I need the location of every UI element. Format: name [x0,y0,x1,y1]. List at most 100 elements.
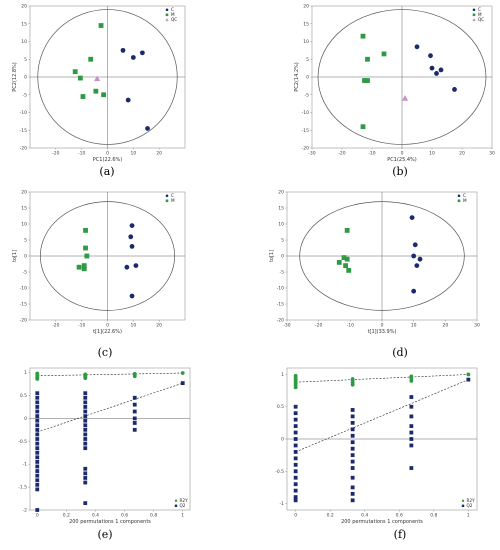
x-tick-label: 0 [294,513,297,519]
x-tick-label: 20 [459,151,465,157]
x-tick-label: 0 [381,323,384,329]
data-point [88,56,94,62]
legend-marker [165,18,169,22]
x-tick-label: 0 [106,323,109,329]
data-point [120,47,126,53]
data-point [409,404,414,409]
data-point [132,427,137,432]
data-point [350,408,355,412]
confidence-ellipse [39,201,176,311]
data-point [365,56,370,62]
y-tick-label: 0.5 [20,393,27,399]
x-tick-label: -20 [338,151,345,157]
data-point [350,446,355,451]
data-point [35,418,40,423]
legend-label: C [171,193,174,198]
y-tick-label: -2 [23,508,28,514]
data-point [350,420,355,425]
data-point [412,242,418,248]
x-axis-label: PC1(25.4%) [387,157,417,163]
y-tick-label: -20 [20,318,27,324]
x-tick-label: 0.2 [327,513,334,519]
y-tick-label: 20 [21,190,27,196]
q2-trend-line [295,379,469,453]
data-point [350,427,355,432]
data-point [293,437,298,441]
y-tick-label: 15 [303,21,309,27]
data-point [35,395,40,400]
data-point [83,414,88,418]
data-point [35,478,40,483]
data-point [35,508,40,512]
data-point [350,453,355,458]
x-tick-label: 0.4 [361,513,368,519]
data-point [409,437,414,441]
data-point [129,223,135,229]
data-point [77,75,83,81]
data-point [98,23,104,28]
y-axis-label: to[1] [269,250,275,262]
x-tick-label: 0.6 [121,513,128,519]
y-tick-label: -0.5 [275,469,284,475]
y-tick-label: -15 [20,128,27,134]
data-point [132,395,137,400]
y-tick-label: 0 [24,254,27,260]
legend-label: C [478,7,481,12]
x-tick-label: 30 [474,323,480,329]
data-point [133,263,139,268]
data-point [83,372,88,377]
data-point [81,263,87,268]
data-point [83,400,88,405]
y-tick-label: 5 [24,57,27,63]
panel-caption: (a) [99,165,114,178]
data-point [83,437,88,441]
data-point [76,264,82,270]
data-point [35,464,40,469]
data-point [343,263,348,268]
data-point [350,459,355,464]
data-point [350,485,355,490]
legend-marker [457,199,461,203]
data-point [83,228,88,233]
data-point [293,424,298,428]
data-point [293,443,298,448]
chart-panel-f: 0 0.2 0.4 0.6 0.8 1 -1 -0.5 0 0.5 1 200 permutation… [275,367,478,541]
x-axis-label: 200 permutations 1 components [69,519,151,525]
x-tick-label: 1 [181,513,184,519]
data-point [35,482,40,487]
x-axis-label: PC1(22.6%) [93,157,123,163]
data-point [83,480,88,485]
panel-caption: (d) [392,346,408,359]
y-tick-label: 5 [306,57,309,63]
y-axis-label: PC2(12.8%) [12,62,18,92]
data-point [293,462,298,467]
x-tick-label: -20 [52,151,59,157]
data-point [293,488,298,493]
data-point [381,51,387,57]
data-point [350,414,355,419]
y-tick-label: -1 [280,501,285,507]
data-point [365,78,370,83]
data-point [409,443,414,448]
data-point [83,501,88,506]
panel-caption: (c) [98,346,113,359]
y-tick-label: -10 [20,110,27,116]
data-point [129,244,135,249]
y-tick-label: -15 [277,302,284,308]
data-point [293,482,298,487]
data-point [466,377,471,382]
data-point [83,427,88,432]
data-point [344,228,350,233]
chart-panel-e: 0 0.2 0.4 0.6 0.8 1 -2 -1.5 -1 -0.5 0 0.5 1 200 permu… [18,367,191,541]
q2-trend-line [37,382,183,433]
data-point [360,124,366,130]
x-tick-label: -20 [52,323,59,329]
data-point [35,469,40,473]
y-tick-label: -10 [277,286,284,292]
data-point [35,409,40,414]
chart-panel-d: -30 -20 -10 0 10 20 30-20-15-10-505101520t[1](… [269,190,480,360]
data-point [417,256,423,262]
data-point [293,417,298,422]
data-point [83,476,88,480]
legend-marker [461,499,465,502]
